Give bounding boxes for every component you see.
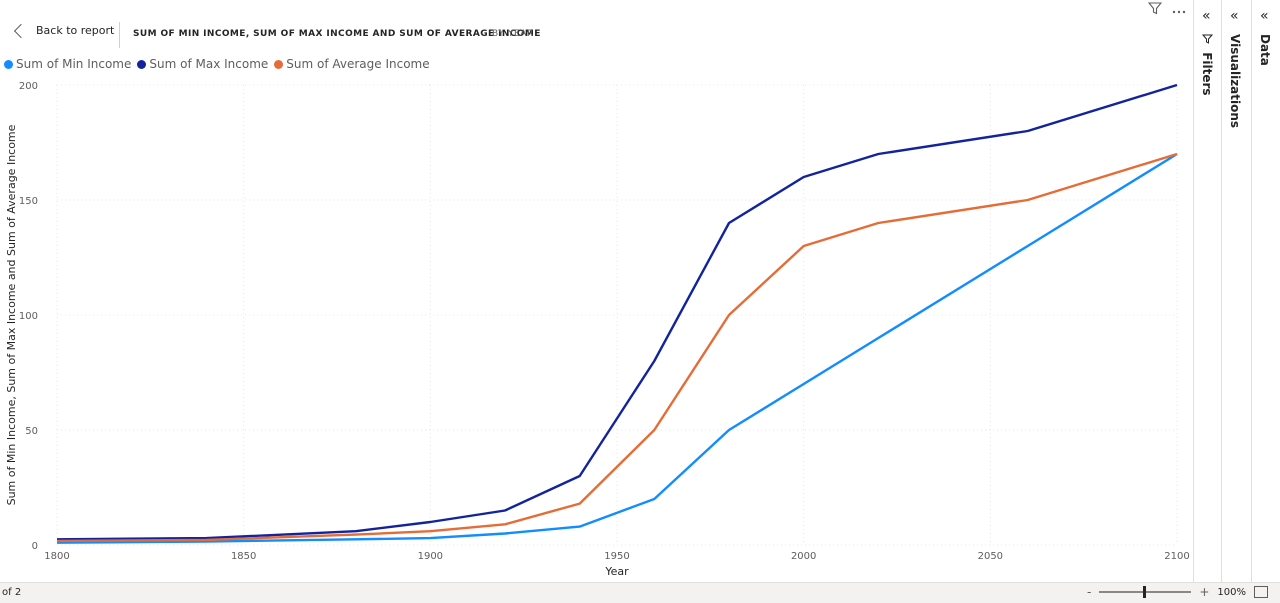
- data-label: Data: [1258, 34, 1272, 66]
- legend-item-avg[interactable]: Sum of Average Income: [274, 57, 430, 71]
- zoom-control: - + 100%: [1087, 585, 1268, 599]
- visual-header: Back to report SUM OF MIN INCOME, SUM OF…: [0, 18, 1190, 50]
- more-options-icon[interactable]: [1172, 3, 1186, 18]
- y-tick-label: 100: [19, 311, 38, 322]
- legend-label-max: Sum of Max Income: [149, 57, 269, 71]
- chart-subtitle: BY YEAR: [492, 29, 534, 39]
- x-tick-label: 1950: [604, 551, 629, 562]
- zoom-level: 100%: [1217, 586, 1246, 598]
- page-indicator: of 2: [2, 587, 22, 598]
- zoom-slider-thumb[interactable]: [1143, 586, 1147, 598]
- legend-label-avg: Sum of Average Income: [286, 57, 430, 71]
- series-line-1[interactable]: [56, 83, 1178, 541]
- filters-pane-label: Filters: [1200, 34, 1214, 96]
- x-tick-label: 1900: [418, 551, 443, 562]
- legend-item-max[interactable]: Sum of Max Income: [137, 57, 268, 71]
- y-axis-title: Sum of Min Income, Sum of Max Income and…: [5, 124, 18, 505]
- x-tick-label: 1850: [231, 551, 256, 562]
- data-pane[interactable]: « Data: [1251, 0, 1280, 582]
- visualizations-label: Visualizations: [1228, 34, 1242, 129]
- chart-title: SUM OF MIN INCOME, SUM OF MAX INCOME AND…: [133, 29, 541, 39]
- x-axis-ticks: 1800 1850 1900 1950 2000 2050 2100: [44, 551, 1189, 562]
- zoom-in-button[interactable]: +: [1199, 585, 1210, 599]
- filter-icon[interactable]: [1147, 2, 1163, 19]
- y-tick-label: 0: [32, 541, 38, 552]
- visualizations-pane[interactable]: « Visualizations: [1221, 0, 1252, 582]
- expand-visualizations-icon[interactable]: «: [1230, 8, 1239, 24]
- visual-toolbar: [1147, 2, 1186, 19]
- zoom-slider[interactable]: [1099, 586, 1192, 598]
- filters-label: Filters: [1200, 52, 1214, 96]
- focus-mode-canvas: Back to report SUM OF MIN INCOME, SUM OF…: [0, 0, 1193, 582]
- legend-label-min: Sum of Min Income: [16, 57, 132, 71]
- legend-dot-min: [4, 59, 13, 69]
- series-line-0[interactable]: [56, 152, 1178, 544]
- gridlines: [56, 84, 1178, 546]
- chart-legend: Sum of Min Income Sum of Max Income Sum …: [4, 57, 432, 71]
- legend-item-min[interactable]: Sum of Min Income: [4, 57, 131, 71]
- zoom-out-button[interactable]: -: [1087, 585, 1092, 599]
- legend-dot-avg: [274, 59, 284, 69]
- y-tick-label: 200: [19, 81, 38, 92]
- back-to-report-label: Back to report: [36, 24, 115, 37]
- filters-pane[interactable]: « Filters: [1193, 0, 1222, 582]
- series-lines: [56, 83, 1178, 544]
- expand-filters-icon[interactable]: «: [1202, 8, 1211, 24]
- legend-dot-max: [137, 59, 147, 69]
- y-tick-label: 150: [19, 196, 38, 207]
- series-line-2[interactable]: [56, 152, 1178, 543]
- line-chart[interactable]: 0 50 100 150 200 1800 1850 1900 1950 2000 2050 210…: [0, 0, 1193, 582]
- x-tick-label: 2050: [978, 551, 1003, 562]
- x-tick-label: 1800: [44, 551, 69, 562]
- header-divider: [119, 22, 120, 48]
- x-tick-label: 2100: [1164, 551, 1189, 562]
- expand-data-icon[interactable]: «: [1260, 8, 1269, 24]
- filter-icon: [1201, 34, 1213, 44]
- back-to-report-button[interactable]: Back to report: [10, 23, 115, 38]
- x-axis-title: Year: [604, 565, 629, 578]
- fit-to-page-icon[interactable]: [1254, 586, 1268, 598]
- y-tick-label: 50: [25, 426, 38, 437]
- status-bar: of 2 - + 100%: [0, 582, 1280, 603]
- y-axis-ticks: 0 50 100 150 200: [19, 81, 38, 552]
- x-tick-label: 2000: [791, 551, 816, 562]
